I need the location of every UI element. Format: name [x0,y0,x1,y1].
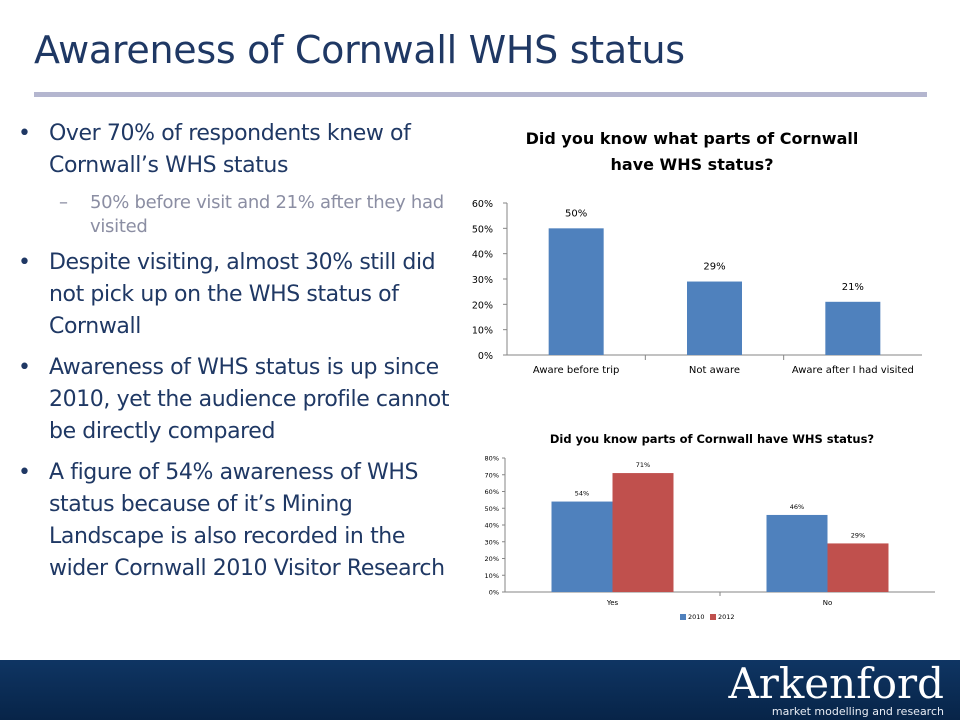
bullet-item: Over 70% of respondents knew of Cornwall… [18,118,458,182]
footer-band [0,660,960,720]
y-tick-label: 80% [485,455,499,463]
y-tick-label: 70% [485,471,499,479]
legend-swatch [680,614,686,620]
bullet-item: Despite visiting, almost 30% still did n… [18,247,458,343]
y-tick-label: 10% [485,572,499,580]
bullet-text: A figure of 54% awareness of WHS status … [49,460,445,581]
chart-title: have WHS status? [611,155,774,174]
chart-bar-2012 [612,473,674,592]
awareness-comparison-chart: Did you know parts of Cornwall have WHS … [465,426,940,632]
bullet-text: Over 70% of respondents knew of Cornwall… [49,121,411,178]
y-tick-label: 20% [485,555,499,563]
data-label: 46% [790,503,804,511]
chart-bar [825,301,881,355]
data-label: 29% [703,262,725,273]
y-tick-label: 40% [472,250,493,261]
logo-tagline: market modelling and research [771,705,944,718]
bullet-list: Over 70% of respondents knew of Cornwall… [18,118,458,594]
chart-bar-2010 [766,514,828,592]
x-tick-label: Aware before trip [533,365,619,376]
y-tick-label: 40% [485,522,499,530]
slide-title: Awareness of Cornwall WHS status [34,28,685,72]
legend-label: 2012 [718,613,735,621]
legend-swatch [710,614,716,620]
legend-label: 2010 [688,613,705,621]
y-tick-label: 30% [472,275,493,286]
sub-bullet-item: 50% before visit and 21% after they had … [49,191,458,239]
data-label: 71% [636,461,650,469]
x-tick-label: No [823,599,833,607]
bullet-text: Awareness of WHS status is up since 2010… [49,355,450,444]
y-tick-label: 50% [485,505,499,513]
y-tick-label: 50% [472,224,493,235]
data-label: 54% [575,490,589,498]
y-tick-label: 30% [485,538,499,546]
y-tick-label: 10% [472,326,493,337]
y-tick-label: 60% [472,199,493,210]
chart-title: Did you know what parts of Cornwall [526,129,859,148]
data-label: 50% [565,208,587,219]
bullet-item: A figure of 54% awareness of WHS status … [18,457,458,585]
x-tick-label: Aware after I had visited [792,365,914,376]
awareness-parts-chart-svg: Did you know what parts of Cornwall have … [472,129,922,376]
bullet-text: Despite visiting, almost 30% still did n… [49,250,436,339]
y-tick-label: 0% [478,351,493,362]
title-divider [34,92,927,97]
awareness-parts-chart: Did you know what parts of Cornwall have … [452,112,932,390]
data-label: 21% [842,282,864,293]
chart-bar-2012 [827,543,889,592]
arkenford-logo: Arkenford market modelling and research [728,662,944,718]
chart-bar-2010 [551,501,613,592]
bullet-item: Awareness of WHS status is up since 2010… [18,352,458,448]
awareness-comparison-chart-svg: Did you know parts of Cornwall have WHS … [485,432,935,621]
data-label: 29% [851,531,865,539]
x-tick-label: Yes [606,599,619,607]
sub-bullet-text: 50% before visit and 21% after they had … [90,192,444,237]
x-tick-label: Not aware [689,365,740,376]
y-tick-label: 20% [472,300,493,311]
chart-title: Did you know parts of Cornwall have WHS … [550,432,874,446]
chart-bar [548,228,604,355]
logo-wordmark: Arkenford [728,659,944,708]
y-tick-label: 60% [485,488,499,496]
chart-bar [687,281,742,355]
y-tick-label: 0% [489,589,499,597]
